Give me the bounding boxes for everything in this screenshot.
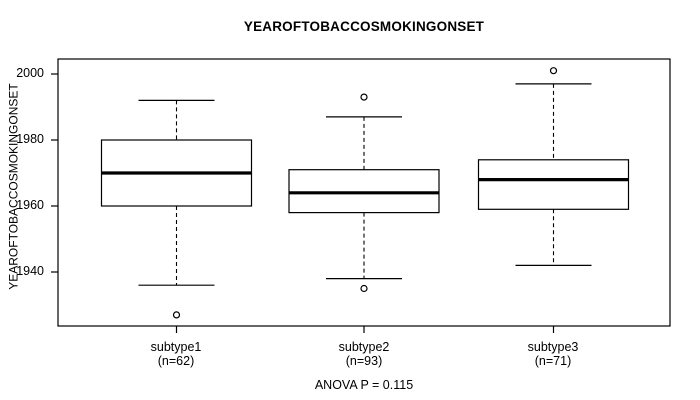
iqr-box bbox=[288, 169, 440, 214]
outlier-point bbox=[360, 284, 368, 293]
group-name: subtype2 bbox=[338, 340, 390, 354]
group-n-count: (n=93) bbox=[345, 353, 383, 368]
group-name: subtype1 bbox=[150, 340, 202, 354]
iqr-box bbox=[477, 159, 630, 210]
group-n-count: (n=71) bbox=[534, 353, 572, 368]
group-n-count: (n=62) bbox=[157, 353, 195, 368]
outlier-point bbox=[360, 93, 368, 101]
y-tick-label-1940: 1940 bbox=[16, 264, 44, 278]
x-tick-label-subtype3: subtype3 (n=71) bbox=[478, 340, 628, 368]
outlier-point bbox=[549, 67, 558, 75]
chart-title: YEAROFTOBACCOSMOKINGONSET bbox=[243, 19, 485, 34]
outlier-point bbox=[172, 311, 181, 319]
group-name: subtype3 bbox=[527, 340, 579, 354]
y-tick-label-1980: 1980 bbox=[16, 132, 44, 146]
anova-p-text: ANOVA P = 0.115 bbox=[314, 378, 414, 392]
x-tick-label-subtype2: subtype2 (n=93) bbox=[289, 340, 439, 368]
y-tick-label-1960: 1960 bbox=[16, 198, 44, 212]
y-tick-label-2000: 2000 bbox=[16, 66, 44, 80]
x-tick-label-subtype1: subtype1 (n=62) bbox=[101, 340, 251, 368]
